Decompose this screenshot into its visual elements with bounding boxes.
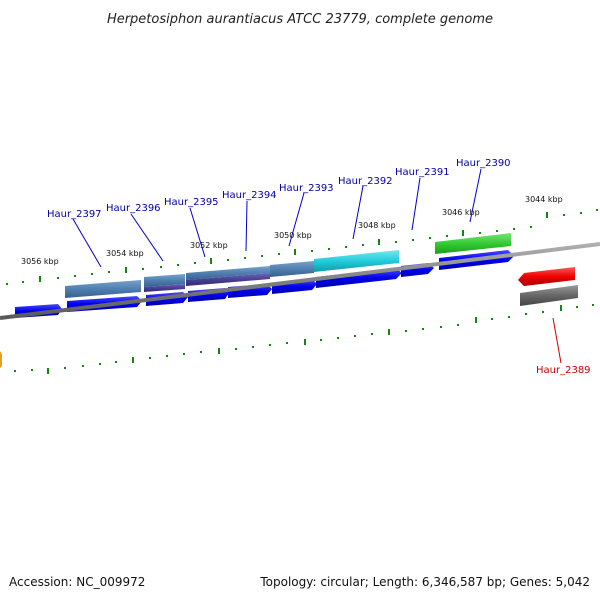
kbp-label: 3050 kbp	[274, 231, 312, 240]
feature-box	[65, 280, 141, 298]
gene-label: Haur_2390	[456, 158, 511, 169]
gene-label: Haur_2394	[222, 190, 277, 201]
gene-leader-lines	[72, 168, 562, 364]
feature-box	[314, 250, 399, 272]
kbp-label: 3056 kbp	[21, 257, 59, 266]
feature-track-outer	[65, 233, 511, 298]
feature-box	[186, 273, 270, 286]
inner-tick-ring	[14, 304, 594, 374]
kbp-label: 3048 kbp	[358, 221, 396, 230]
gene-label: Haur_2395	[164, 197, 219, 208]
feature-marker-left	[0, 351, 2, 368]
feature-box	[435, 233, 511, 254]
gene-label: Haur_2392	[338, 176, 393, 187]
gene-label: Haur_2397	[47, 209, 102, 220]
feature-box	[144, 284, 185, 292]
feature-box	[144, 274, 185, 287]
topology-label: Topology: circular; Length: 6,346,587 bp…	[260, 575, 590, 589]
gene-label: Haur_2393	[279, 183, 334, 194]
map-title: Herpetosiphon aurantiacus ATCC 23779, co…	[107, 12, 493, 27]
cds-arrow-reverse	[518, 267, 575, 286]
feature-box	[186, 266, 270, 280]
kbp-label: 3044 kbp	[525, 195, 563, 204]
feature-box	[270, 261, 314, 277]
gene-labels: Haur_2397 Haur_2396 Haur_2395 Haur_2394 …	[47, 158, 591, 376]
kbp-label: 3046 kbp	[442, 208, 480, 217]
kbp-labels: 3056 kbp 3054 kbp 3052 kbp 3050 kbp 3048…	[21, 195, 563, 266]
accession-label: Accession: NC_009972	[9, 575, 146, 589]
kbp-label: 3054 kbp	[106, 249, 144, 258]
feature-box	[520, 285, 578, 306]
gene-label: Haur_2396	[106, 203, 161, 214]
kbp-label: 3052 kbp	[190, 241, 228, 250]
gene-label: Haur_2391	[395, 167, 450, 178]
genome-backbone	[0, 242, 600, 320]
outer-tick-ring	[6, 209, 598, 285]
gene-label: Haur_2389	[536, 365, 591, 376]
